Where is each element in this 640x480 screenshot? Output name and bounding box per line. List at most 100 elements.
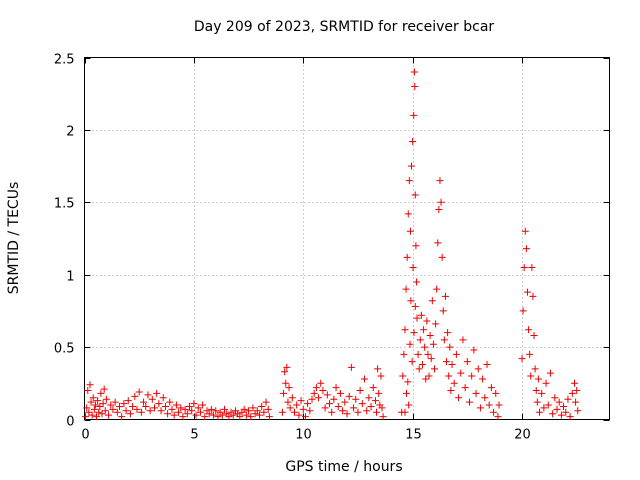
data-point [566,413,574,421]
data-point [367,402,375,410]
data-point [544,401,552,409]
data-point [356,387,364,395]
data-point [350,404,358,412]
data-point [461,384,469,392]
data-point [240,405,248,413]
data-point [463,358,471,366]
data-points [82,68,582,421]
data-point [107,401,115,409]
data-point [221,405,228,413]
data-point [377,372,385,380]
x-axis-label: GPS time / hours [285,459,402,475]
data-point [443,358,451,366]
data-point [494,413,502,421]
data-point [354,408,362,416]
data-point [530,332,538,340]
data-point [315,394,323,402]
data-point [207,405,215,413]
data-point [82,413,90,421]
data-point [553,405,561,413]
y-tick-labels: 0 0.5 1 1.5 2 2.5 [54,53,75,430]
data-point [310,389,318,397]
data-point [402,285,410,293]
data-point [190,400,198,408]
data-point [330,395,338,403]
data-point [265,413,273,421]
y-tick-label: 1 [66,270,74,285]
data-point [105,411,113,419]
data-point [96,402,104,410]
data-point [332,384,340,392]
plot-frame [84,57,610,420]
data-point [536,408,543,416]
data-point [440,336,448,344]
data-point [560,402,568,410]
data-point [285,384,293,392]
data-point [401,408,409,416]
data-point [444,329,452,337]
data-point [457,369,465,377]
x-tick-label: 15 [405,428,422,443]
data-point [404,210,412,218]
data-point [474,365,482,373]
y-tick-label: 0 [66,415,74,430]
data-point [542,379,550,387]
data-point [405,177,413,185]
data-point [153,389,161,397]
data-point [218,411,226,419]
data-point [291,408,298,416]
data-point [172,401,180,409]
data-point [242,411,250,419]
data-point [192,411,200,419]
data-point [288,394,296,402]
data-point [433,285,441,293]
data-point [301,413,309,421]
data-point [256,411,263,419]
data-point [428,297,436,305]
data-point [339,407,347,415]
data-point [214,413,222,421]
data-point [245,407,253,415]
data-point [531,365,539,373]
data-point [159,394,167,402]
data-point [371,397,379,405]
data-point [472,389,480,397]
data-point [326,400,333,408]
data-point [407,297,415,305]
data-point [129,402,137,410]
data-point [249,404,257,412]
data-point [155,400,163,408]
data-point [540,404,548,412]
data-point [557,411,565,419]
data-point [414,350,422,358]
data-point [427,355,435,363]
data-point [297,397,305,405]
data-point [446,343,454,351]
data-point [146,407,154,415]
data-point [476,404,484,412]
data-point [523,288,531,296]
data-point [306,407,314,415]
data-point [410,329,418,337]
data-point [334,402,342,410]
data-point [317,379,325,387]
data-point [205,410,213,418]
data-point [495,401,503,409]
data-point [408,162,416,170]
data-point [574,407,582,415]
data-point [210,411,218,419]
data-point [85,408,93,416]
data-point [281,368,289,376]
data-point [93,413,101,421]
data-point [416,336,424,344]
gridlines [84,57,610,420]
x-tick-label: 0 [81,428,89,443]
data-point [336,389,344,397]
data-point [86,381,94,389]
data-point [83,404,91,412]
data-point [365,394,373,402]
data-point [568,389,576,397]
data-point [295,411,303,419]
data-point [435,206,443,214]
